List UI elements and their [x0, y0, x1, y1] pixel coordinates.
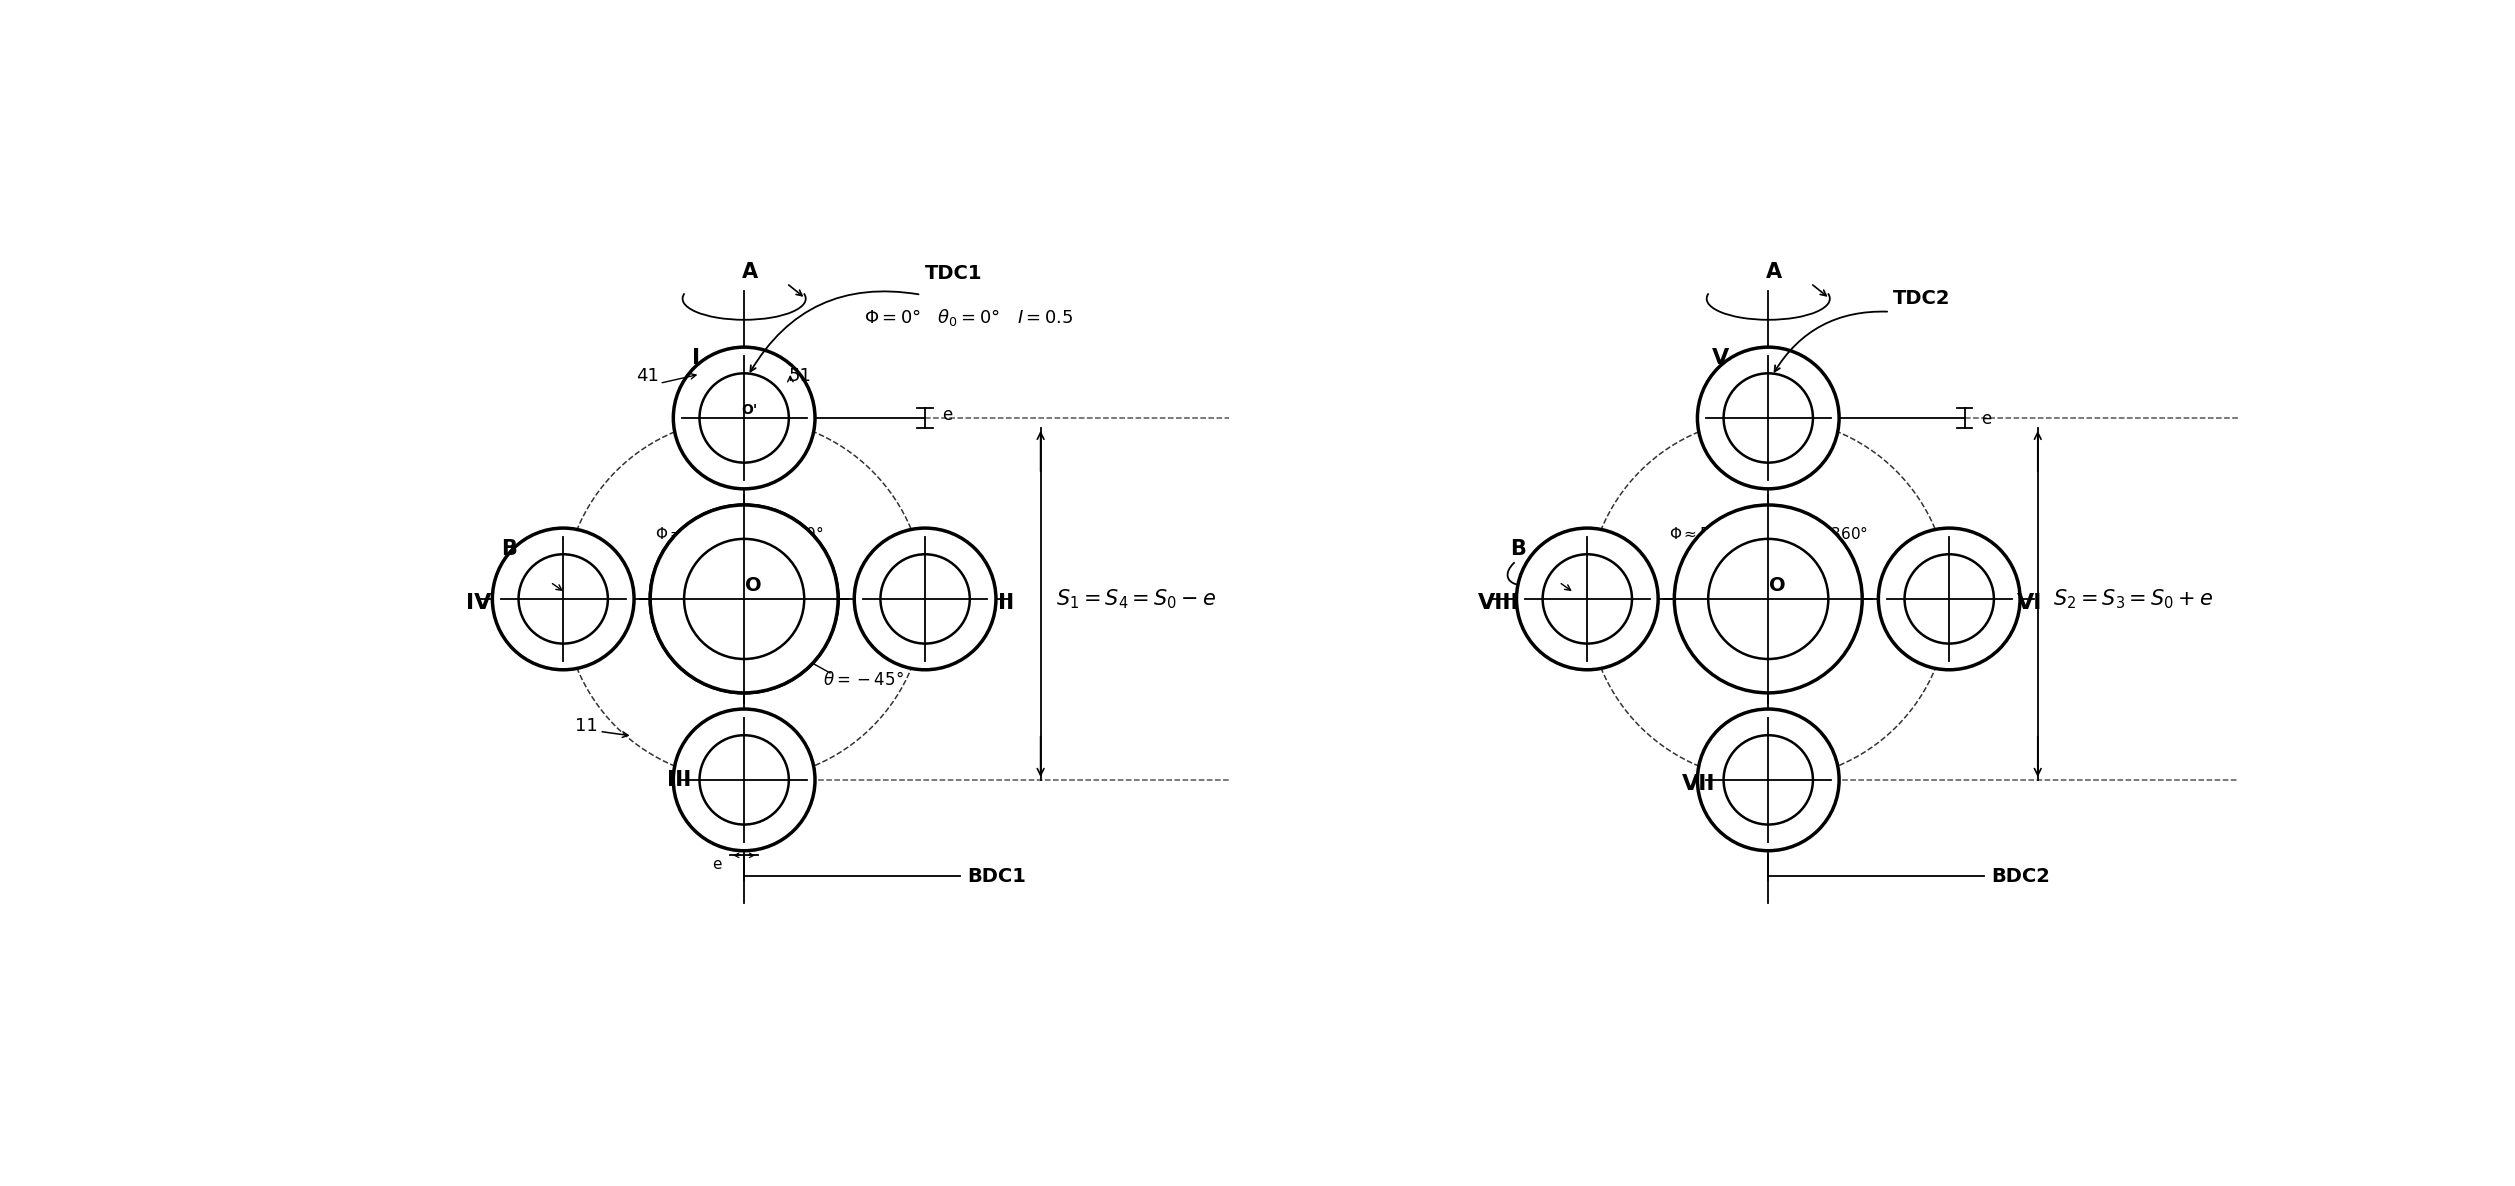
Text: $\theta=-45°$: $\theta=-45°$ [822, 671, 903, 689]
Text: V: V [1713, 347, 1730, 368]
Circle shape [1675, 505, 1861, 693]
Text: ~: ~ [1786, 550, 1801, 568]
Text: IV: IV [465, 593, 490, 613]
Text: A: A [1766, 262, 1783, 282]
Text: ~: ~ [762, 550, 775, 568]
Text: 41: 41 [636, 366, 659, 384]
Text: $720°$: $720°$ [1685, 550, 1720, 567]
Text: TDC2: TDC2 [1894, 289, 1952, 308]
Text: $540°$: $540°$ [1816, 550, 1854, 567]
Text: TDC1: TDC1 [926, 263, 983, 282]
Text: O': O' [742, 403, 757, 417]
Circle shape [1698, 347, 1838, 489]
Circle shape [1698, 709, 1838, 850]
Text: VII: VII [1683, 773, 1715, 793]
Circle shape [1879, 528, 2020, 670]
Circle shape [1517, 528, 1657, 670]
Text: III: III [666, 770, 692, 790]
Text: $S_2=S_3=S_0+e$: $S_2=S_3=S_0+e$ [2052, 587, 2213, 611]
Text: A: A [742, 262, 760, 282]
Text: O: O [744, 575, 762, 594]
Circle shape [651, 505, 837, 693]
Circle shape [674, 347, 815, 489]
Circle shape [855, 528, 996, 670]
Circle shape [674, 709, 815, 850]
Text: B: B [1509, 538, 1527, 559]
Text: O: O [744, 578, 762, 597]
Text: $\Phi=0°$: $\Phi=0°$ [775, 525, 825, 542]
Circle shape [651, 505, 837, 693]
Text: $360°$: $360°$ [669, 550, 707, 567]
Text: $S_1=S_4=S_0-e$: $S_1=S_4=S_0-e$ [1056, 587, 1217, 611]
Text: ~: ~ [714, 550, 727, 568]
Text: ~: ~ [1738, 550, 1750, 568]
Text: 11: 11 [576, 718, 599, 735]
Text: $\Phi\approx540°$: $\Phi\approx540°$ [1670, 525, 1738, 542]
Text: BDC1: BDC1 [968, 867, 1026, 886]
Text: VI: VI [2017, 593, 2042, 613]
Text: VIII: VIII [1479, 593, 1519, 613]
Text: e: e [943, 406, 953, 423]
Text: e: e [712, 857, 722, 872]
Circle shape [493, 528, 634, 670]
Text: 51: 51 [787, 366, 810, 384]
Text: $\Phi=180°$: $\Phi=180°$ [654, 525, 722, 542]
Text: $\Phi=0°$   $\theta_0=0°$   $I=0.5$: $\Phi=0°$ $\theta_0=0°$ $I=0.5$ [863, 307, 1074, 329]
Text: B: B [500, 538, 518, 559]
Text: O: O [1768, 575, 1786, 594]
Text: $\Phi=360°$: $\Phi=360°$ [1801, 525, 1869, 542]
Text: e: e [1982, 410, 1992, 428]
Text: I: I [692, 347, 702, 368]
Text: II: II [998, 593, 1014, 613]
Text: BDC2: BDC2 [1992, 867, 2050, 886]
Text: $180°$: $180°$ [782, 550, 817, 567]
